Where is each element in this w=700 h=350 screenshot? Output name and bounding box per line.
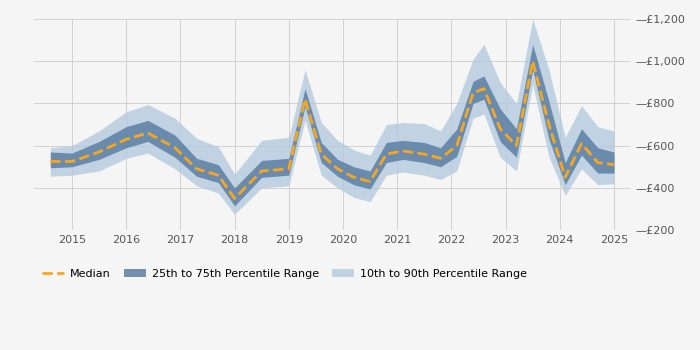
Median bbox=[496, 127, 505, 131]
Median bbox=[301, 97, 309, 101]
Median bbox=[398, 149, 407, 153]
Median bbox=[46, 159, 55, 163]
Median bbox=[469, 91, 477, 95]
Median bbox=[230, 196, 239, 201]
Median bbox=[95, 150, 104, 154]
Median bbox=[333, 167, 342, 171]
Median bbox=[349, 175, 358, 180]
Median bbox=[317, 152, 326, 156]
Median bbox=[420, 152, 428, 156]
Median bbox=[193, 167, 201, 171]
Median bbox=[122, 137, 130, 141]
Median bbox=[480, 86, 488, 91]
Median bbox=[285, 167, 293, 171]
Legend: Median, 25th to 75th Percentile Range, 10th to 90th Percentile Range: Median, 25th to 75th Percentile Range, 1… bbox=[38, 265, 531, 284]
Median bbox=[528, 59, 537, 63]
Median bbox=[258, 169, 266, 173]
Line: Median: Median bbox=[50, 61, 614, 198]
Median bbox=[68, 159, 76, 163]
Median bbox=[610, 162, 618, 167]
Median bbox=[545, 122, 553, 127]
Median bbox=[214, 173, 223, 177]
Median bbox=[578, 141, 586, 146]
Median bbox=[594, 160, 602, 164]
Median bbox=[561, 175, 569, 180]
Median bbox=[144, 131, 152, 135]
Median bbox=[453, 144, 461, 148]
Median bbox=[512, 144, 521, 148]
Median bbox=[436, 156, 445, 160]
Median bbox=[171, 146, 179, 150]
Median bbox=[382, 152, 391, 156]
Median bbox=[366, 180, 375, 184]
